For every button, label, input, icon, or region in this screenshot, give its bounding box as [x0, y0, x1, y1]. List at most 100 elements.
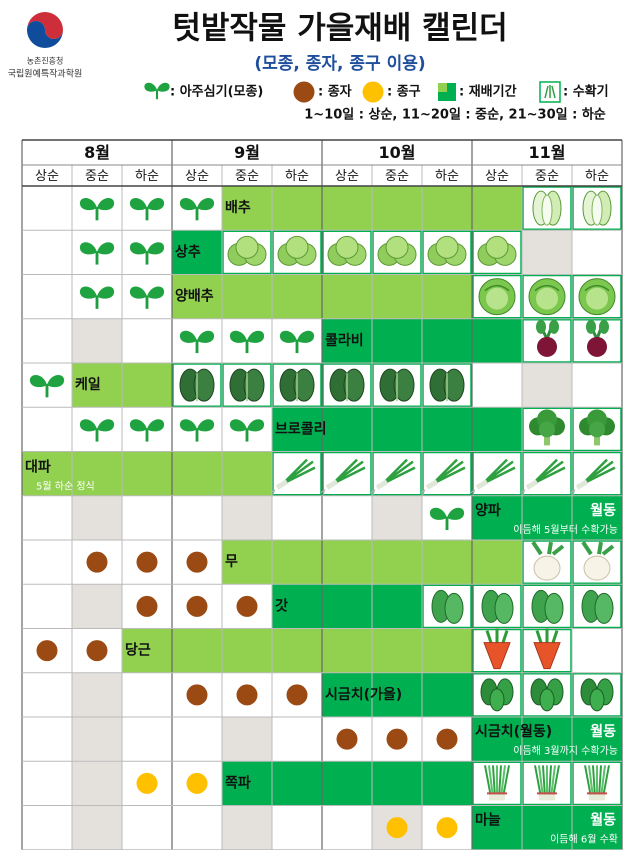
shape [539, 688, 555, 712]
legend-label: : 재배기간 [459, 84, 517, 100]
shape [531, 541, 565, 556]
shape [536, 319, 546, 334]
sprout-icon [79, 419, 115, 442]
shape [385, 235, 409, 259]
leaf [197, 198, 215, 211]
leaf [97, 419, 115, 432]
legend-label: : 종자 [318, 85, 352, 100]
harvest-icon [534, 765, 560, 801]
crop-note: 이듬해 3월까지 수확가능 [513, 744, 618, 757]
crop-label: 갓 [275, 597, 288, 614]
crop-label: 무 [225, 554, 238, 570]
harvest-icon [586, 319, 609, 357]
leaf [279, 330, 297, 343]
bulb-icon [436, 817, 458, 839]
shape [435, 235, 459, 259]
harvest-icon [320, 458, 366, 495]
period-label: 상순 [35, 169, 59, 184]
shape [235, 235, 259, 259]
shape [599, 319, 609, 334]
shape [549, 319, 559, 334]
crop-label: 양파 [475, 503, 501, 519]
growing-bar [272, 407, 522, 452]
harvest-icon [581, 589, 614, 624]
shape [602, 765, 610, 798]
shape [343, 368, 365, 402]
crop-label: 콜라비 [325, 333, 364, 349]
shape [285, 235, 309, 259]
title: 텃밭작물 가을재배 캘린더 [172, 11, 507, 47]
leaf [97, 242, 115, 255]
leaf [147, 242, 165, 255]
month-label: 11월 [529, 143, 566, 162]
shape [591, 194, 603, 226]
shape [484, 765, 492, 798]
seed-icon [293, 81, 315, 103]
shape [584, 284, 610, 292]
leaf [79, 419, 97, 432]
shape [485, 628, 509, 644]
seed-icon [336, 728, 358, 750]
gray-cell [72, 584, 122, 629]
crop-label: 대파 [25, 460, 51, 476]
shape [270, 489, 276, 495]
harvest-icon [427, 235, 467, 266]
seed-icon [136, 595, 158, 617]
leaf [97, 198, 115, 211]
shape [375, 479, 389, 490]
harvest-icon [484, 765, 510, 801]
gray-cell [222, 717, 272, 762]
shape [589, 688, 605, 712]
shape [489, 688, 505, 712]
shape [370, 489, 376, 495]
growing-bar [122, 628, 472, 673]
shape [598, 765, 602, 798]
shape [243, 368, 265, 402]
crop-note: 이듬해 5월부터 수확가능 [513, 523, 618, 536]
harvest-icon [582, 190, 612, 226]
sprout-icon [129, 419, 165, 442]
harvest-icon [377, 235, 417, 266]
shape [484, 284, 510, 292]
leaf [79, 198, 97, 211]
harvest-icon [578, 278, 616, 316]
subtitle: (모종, 종자, 종구 이용) [254, 54, 425, 74]
period-label: 중순 [235, 169, 259, 184]
leaf [229, 419, 247, 432]
shape [282, 458, 316, 485]
harvest-icon [570, 458, 616, 495]
growing-bar [322, 672, 472, 717]
leaf [29, 375, 47, 388]
crop-label: 양배추 [175, 289, 214, 305]
crop-label: 브로콜리 [275, 421, 327, 437]
leaf [247, 419, 265, 432]
seed-icon [186, 595, 208, 617]
gray-cell [72, 717, 122, 762]
leaf [47, 375, 65, 388]
shape [548, 765, 552, 798]
winter-tag: 월동 [590, 723, 616, 740]
shape [542, 765, 546, 798]
period-label: 하순 [135, 169, 159, 184]
harvest-icon [483, 628, 511, 670]
legend-label: : 종구 [387, 85, 421, 100]
harvest-icon [480, 678, 514, 712]
crop-label: 쪽파 [225, 775, 251, 791]
leaf [247, 330, 265, 343]
shape [575, 479, 589, 490]
logo-top [27, 12, 63, 39]
leaf [297, 330, 315, 343]
shape [335, 235, 359, 259]
shape [533, 555, 561, 581]
shape [582, 458, 616, 485]
sprout-icon [79, 198, 115, 221]
shape [570, 489, 576, 495]
legend-swatch [438, 83, 447, 92]
shape [483, 642, 511, 670]
period-label: 상순 [335, 169, 359, 184]
sprout-icon [144, 82, 170, 100]
seed-icon [386, 728, 408, 750]
leaf [129, 242, 147, 255]
gray-cell [72, 495, 122, 540]
period-label: 중순 [385, 169, 409, 184]
